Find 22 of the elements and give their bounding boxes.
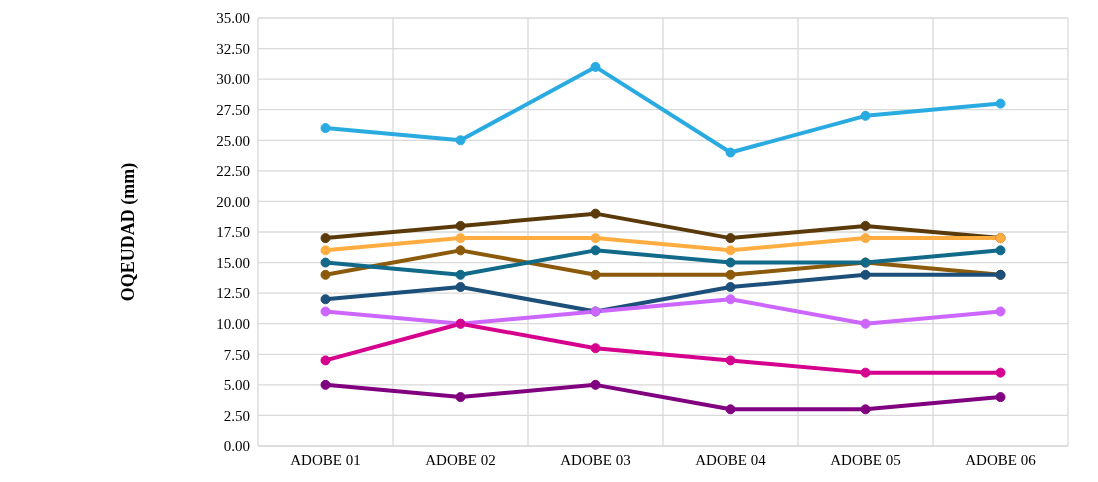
x-tick-label: ADOBE 01 bbox=[290, 451, 361, 468]
y-tick-label: 20.00 bbox=[216, 193, 250, 210]
y-tick-label: 35.00 bbox=[216, 10, 250, 27]
y-tick-label: 15.00 bbox=[216, 254, 250, 271]
y-tick-label: 17.50 bbox=[216, 224, 250, 241]
x-tick-label: ADOBE 04 bbox=[695, 451, 767, 468]
x-tick-label: ADOBE 03 bbox=[560, 451, 631, 468]
y-axis-title: OQEUDAD (mm) bbox=[118, 162, 140, 302]
x-tick-label: ADOBE 06 bbox=[965, 451, 1037, 468]
y-tick-label: 7.50 bbox=[223, 346, 250, 363]
y-tick-label: 25.00 bbox=[216, 132, 250, 149]
y-tick-label: 10.00 bbox=[216, 316, 250, 333]
y-tick-label: 27.50 bbox=[216, 102, 250, 119]
x-tick-label: ADOBE 05 bbox=[830, 451, 901, 468]
y-tick-label: 2.50 bbox=[223, 407, 250, 424]
y-tick-label: 30.00 bbox=[216, 71, 250, 88]
y-tick-label: 22.50 bbox=[216, 163, 250, 180]
y-tick-label: 12.50 bbox=[216, 285, 250, 302]
y-tick-label: 0.00 bbox=[223, 438, 250, 455]
y-tick-label: 5.00 bbox=[223, 377, 250, 394]
x-tick-label: ADOBE 02 bbox=[425, 451, 496, 468]
y-tick-label: 32.50 bbox=[216, 40, 250, 57]
